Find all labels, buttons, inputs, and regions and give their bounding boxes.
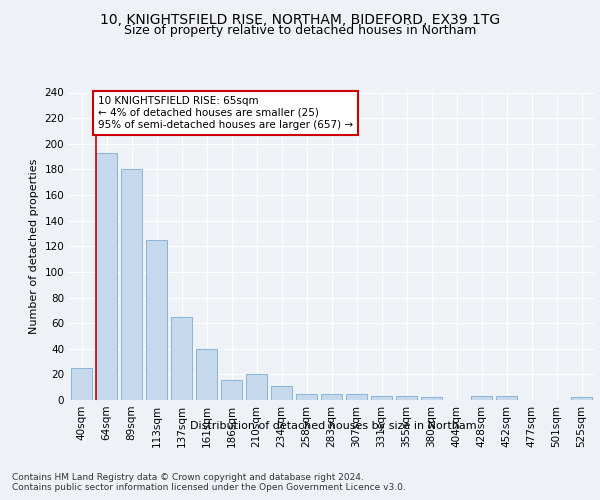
- Bar: [196, 349, 217, 400]
- Bar: [571, 398, 592, 400]
- Bar: [321, 394, 342, 400]
- Text: 10 KNIGHTSFIELD RISE: 65sqm
← 4% of detached houses are smaller (25)
95% of semi: 10 KNIGHTSFIELD RISE: 65sqm ← 4% of deta…: [98, 96, 353, 130]
- Bar: [296, 394, 317, 400]
- Bar: [121, 170, 142, 400]
- Bar: [496, 396, 517, 400]
- Bar: [146, 240, 167, 400]
- Text: 10, KNIGHTSFIELD RISE, NORTHAM, BIDEFORD, EX39 1TG: 10, KNIGHTSFIELD RISE, NORTHAM, BIDEFORD…: [100, 12, 500, 26]
- Bar: [171, 316, 192, 400]
- Bar: [346, 394, 367, 400]
- Bar: [271, 386, 292, 400]
- Bar: [371, 396, 392, 400]
- Y-axis label: Number of detached properties: Number of detached properties: [29, 158, 39, 334]
- Bar: [396, 396, 417, 400]
- Text: Contains HM Land Registry data © Crown copyright and database right 2024.
Contai: Contains HM Land Registry data © Crown c…: [12, 472, 406, 492]
- Bar: [96, 152, 117, 400]
- Bar: [421, 398, 442, 400]
- Text: Distribution of detached houses by size in Northam: Distribution of detached houses by size …: [190, 421, 476, 431]
- Bar: [221, 380, 242, 400]
- Text: Size of property relative to detached houses in Northam: Size of property relative to detached ho…: [124, 24, 476, 37]
- Bar: [71, 368, 92, 400]
- Bar: [471, 396, 492, 400]
- Bar: [246, 374, 267, 400]
